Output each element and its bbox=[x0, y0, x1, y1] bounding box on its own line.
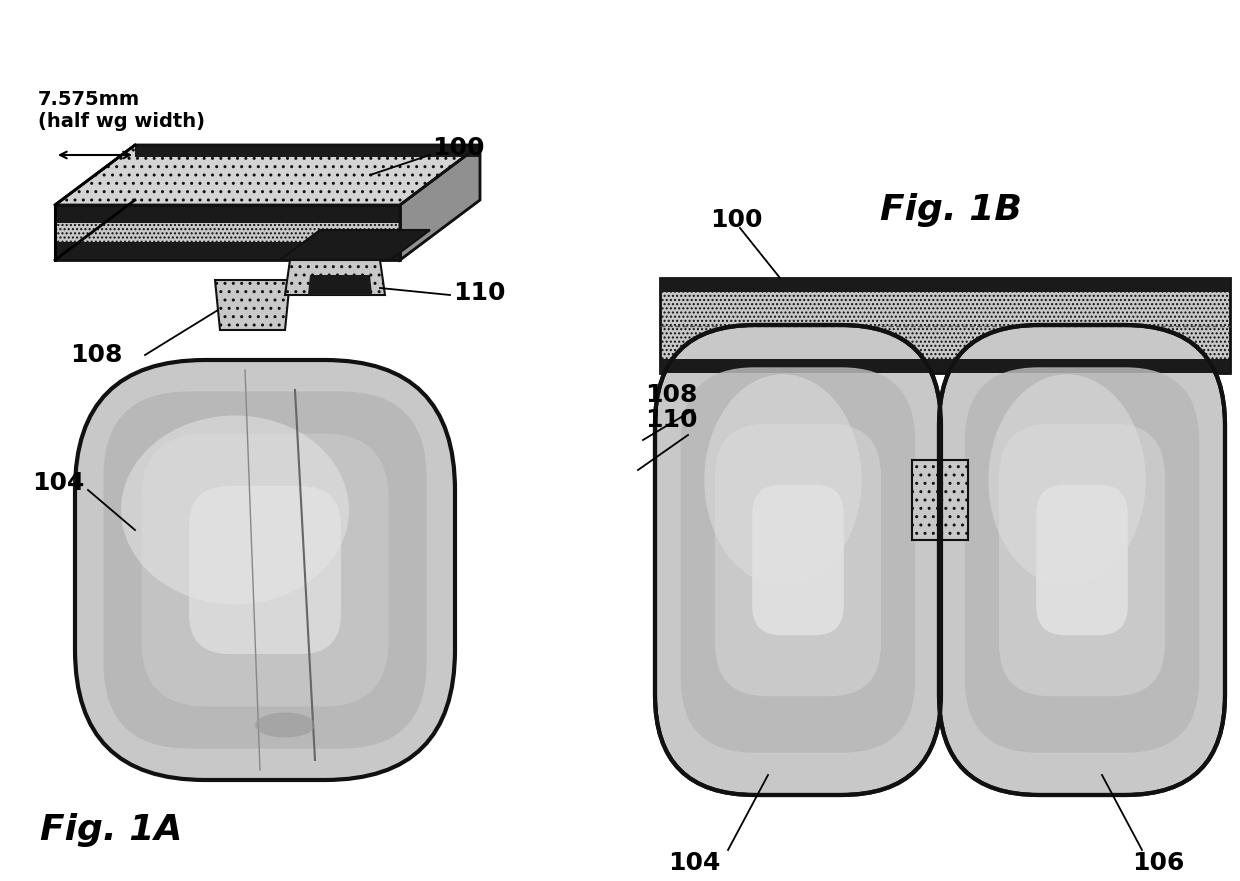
Text: Fig. 1A: Fig. 1A bbox=[40, 813, 182, 847]
Text: 106: 106 bbox=[1132, 851, 1184, 875]
Ellipse shape bbox=[704, 374, 862, 586]
Ellipse shape bbox=[255, 713, 315, 737]
FancyBboxPatch shape bbox=[939, 325, 1225, 795]
Text: 104: 104 bbox=[668, 851, 720, 875]
Text: Fig. 1B: Fig. 1B bbox=[880, 193, 1022, 227]
Text: 104: 104 bbox=[32, 471, 84, 495]
Polygon shape bbox=[660, 278, 1230, 373]
Ellipse shape bbox=[988, 374, 1146, 586]
Text: 108: 108 bbox=[69, 343, 123, 367]
Polygon shape bbox=[660, 359, 1230, 373]
Ellipse shape bbox=[122, 416, 348, 604]
Polygon shape bbox=[660, 278, 1230, 292]
Text: 100: 100 bbox=[432, 136, 485, 160]
Polygon shape bbox=[55, 205, 401, 223]
Polygon shape bbox=[55, 205, 401, 217]
FancyBboxPatch shape bbox=[141, 433, 388, 707]
FancyBboxPatch shape bbox=[965, 367, 1199, 752]
Polygon shape bbox=[401, 145, 480, 260]
Polygon shape bbox=[285, 260, 384, 295]
Polygon shape bbox=[135, 145, 480, 157]
FancyBboxPatch shape bbox=[655, 325, 941, 795]
FancyBboxPatch shape bbox=[188, 486, 341, 654]
Polygon shape bbox=[308, 275, 372, 295]
Polygon shape bbox=[911, 460, 968, 540]
Text: 108: 108 bbox=[645, 383, 697, 407]
FancyBboxPatch shape bbox=[103, 391, 427, 749]
FancyBboxPatch shape bbox=[1037, 485, 1127, 635]
Text: 7.575mm
(half wg width): 7.575mm (half wg width) bbox=[38, 90, 205, 131]
Polygon shape bbox=[55, 145, 480, 205]
FancyBboxPatch shape bbox=[999, 424, 1164, 696]
Text: 100: 100 bbox=[711, 208, 763, 232]
Polygon shape bbox=[280, 230, 430, 260]
FancyBboxPatch shape bbox=[681, 367, 915, 752]
Text: 110: 110 bbox=[453, 281, 506, 305]
Polygon shape bbox=[55, 242, 401, 260]
Text: 110: 110 bbox=[645, 408, 697, 432]
Polygon shape bbox=[55, 205, 401, 260]
FancyBboxPatch shape bbox=[753, 485, 843, 635]
Polygon shape bbox=[215, 280, 290, 330]
FancyBboxPatch shape bbox=[715, 424, 880, 696]
FancyBboxPatch shape bbox=[74, 360, 455, 780]
